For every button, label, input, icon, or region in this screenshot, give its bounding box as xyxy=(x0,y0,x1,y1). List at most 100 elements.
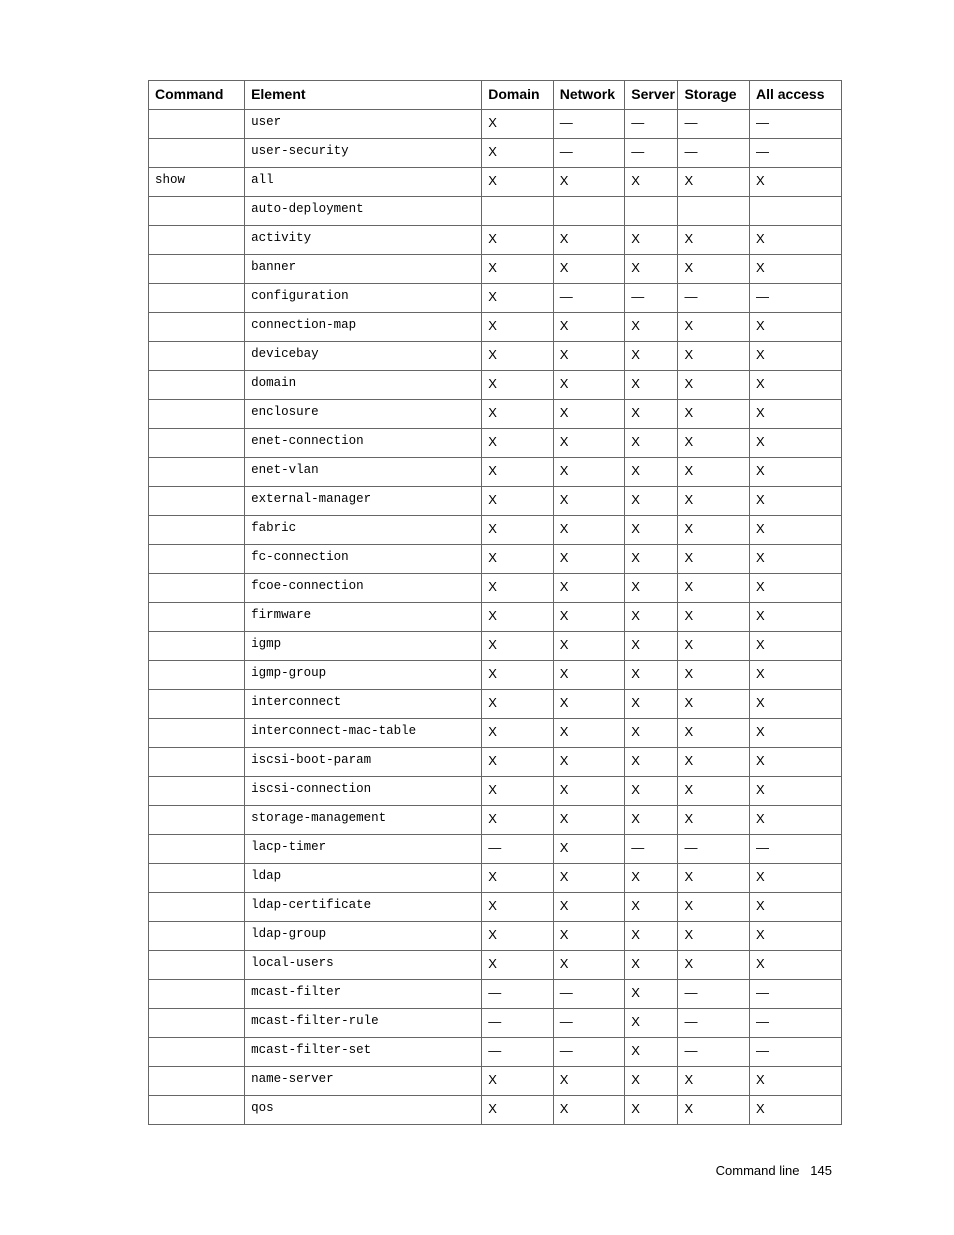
cell-element: mcast-filter-set xyxy=(245,1038,482,1067)
cell-network: X xyxy=(553,806,625,835)
cell-server: X xyxy=(625,545,678,574)
cell-network: — xyxy=(553,1038,625,1067)
cell-server: X xyxy=(625,603,678,632)
cell-storage: — xyxy=(678,284,750,313)
cell-storage: X xyxy=(678,719,750,748)
table-row: interconnect-mac-tableXXXXX xyxy=(149,719,842,748)
cell-element: local-users xyxy=(245,951,482,980)
cell-command xyxy=(149,661,245,690)
cell-network: X xyxy=(553,951,625,980)
cell-server: X xyxy=(625,1067,678,1096)
cell-domain: X xyxy=(482,632,554,661)
cell-storage: X xyxy=(678,748,750,777)
cell-server: X xyxy=(625,632,678,661)
cell-all: X xyxy=(749,777,841,806)
cell-command xyxy=(149,487,245,516)
cell-network: X xyxy=(553,1096,625,1125)
cell-command xyxy=(149,400,245,429)
cell-command xyxy=(149,864,245,893)
cell-all: X xyxy=(749,893,841,922)
cell-server: X xyxy=(625,893,678,922)
cell-network: — xyxy=(553,980,625,1009)
table-row: connection-mapXXXXX xyxy=(149,313,842,342)
cell-command xyxy=(149,1067,245,1096)
col-domain: Domain xyxy=(482,81,554,110)
cell-command xyxy=(149,429,245,458)
cell-domain: — xyxy=(482,835,554,864)
cell-network: — xyxy=(553,1009,625,1038)
cell-element: igmp xyxy=(245,632,482,661)
table-row: userX———— xyxy=(149,110,842,139)
cell-domain: X xyxy=(482,1096,554,1125)
cell-element: banner xyxy=(245,255,482,284)
cell-all: X xyxy=(749,516,841,545)
cell-domain: X xyxy=(482,951,554,980)
cell-command xyxy=(149,603,245,632)
cell-network: X xyxy=(553,864,625,893)
cell-network: X xyxy=(553,835,625,864)
cell-element: ldap-group xyxy=(245,922,482,951)
cell-server: X xyxy=(625,806,678,835)
cell-domain: — xyxy=(482,1009,554,1038)
cell-storage: X xyxy=(678,893,750,922)
cell-command xyxy=(149,516,245,545)
document-page: Command Element Domain Network Server St… xyxy=(0,0,954,1218)
cell-element: interconnect xyxy=(245,690,482,719)
cell-all: X xyxy=(749,632,841,661)
cell-element: activity xyxy=(245,226,482,255)
cell-domain: X xyxy=(482,342,554,371)
cell-all: X xyxy=(749,168,841,197)
cell-all xyxy=(749,197,841,226)
table-row: storage-managementXXXXX xyxy=(149,806,842,835)
cell-server: X xyxy=(625,168,678,197)
cell-storage: X xyxy=(678,574,750,603)
cell-domain: X xyxy=(482,864,554,893)
cell-command xyxy=(149,1009,245,1038)
cell-command xyxy=(149,110,245,139)
cell-server xyxy=(625,197,678,226)
cell-network: X xyxy=(553,429,625,458)
cell-network xyxy=(553,197,625,226)
cell-all: X xyxy=(749,864,841,893)
cell-domain: X xyxy=(482,487,554,516)
table-row: mcast-filter-set——X—— xyxy=(149,1038,842,1067)
cell-storage: X xyxy=(678,429,750,458)
cell-element: fc-connection xyxy=(245,545,482,574)
cell-server: X xyxy=(625,1096,678,1125)
footer-section: Command line xyxy=(716,1163,800,1178)
cell-element: ldap xyxy=(245,864,482,893)
cell-domain: X xyxy=(482,226,554,255)
cell-server: X xyxy=(625,922,678,951)
cell-network: X xyxy=(553,893,625,922)
cell-all: X xyxy=(749,487,841,516)
table-header: Command Element Domain Network Server St… xyxy=(149,81,842,110)
cell-element: interconnect-mac-table xyxy=(245,719,482,748)
cell-all: — xyxy=(749,110,841,139)
cell-server: X xyxy=(625,255,678,284)
cell-server: X xyxy=(625,690,678,719)
cell-command xyxy=(149,284,245,313)
cell-all: X xyxy=(749,371,841,400)
cell-server: X xyxy=(625,226,678,255)
table-row: mcast-filter-rule——X—— xyxy=(149,1009,842,1038)
cell-all: — xyxy=(749,1009,841,1038)
cell-all: X xyxy=(749,574,841,603)
footer-page: 145 xyxy=(810,1163,832,1178)
cell-storage: X xyxy=(678,661,750,690)
cell-domain: X xyxy=(482,893,554,922)
cell-all: X xyxy=(749,313,841,342)
table-row: igmp-groupXXXXX xyxy=(149,661,842,690)
cell-domain: X xyxy=(482,313,554,342)
cell-command xyxy=(149,1038,245,1067)
cell-domain: X xyxy=(482,690,554,719)
cell-storage: X xyxy=(678,255,750,284)
cell-element: ldap-certificate xyxy=(245,893,482,922)
cell-element: all xyxy=(245,168,482,197)
cell-all: X xyxy=(749,429,841,458)
cell-command xyxy=(149,922,245,951)
cell-command xyxy=(149,980,245,1009)
cell-server: — xyxy=(625,835,678,864)
col-all: All access xyxy=(749,81,841,110)
cell-server: X xyxy=(625,980,678,1009)
cell-all: — xyxy=(749,1038,841,1067)
